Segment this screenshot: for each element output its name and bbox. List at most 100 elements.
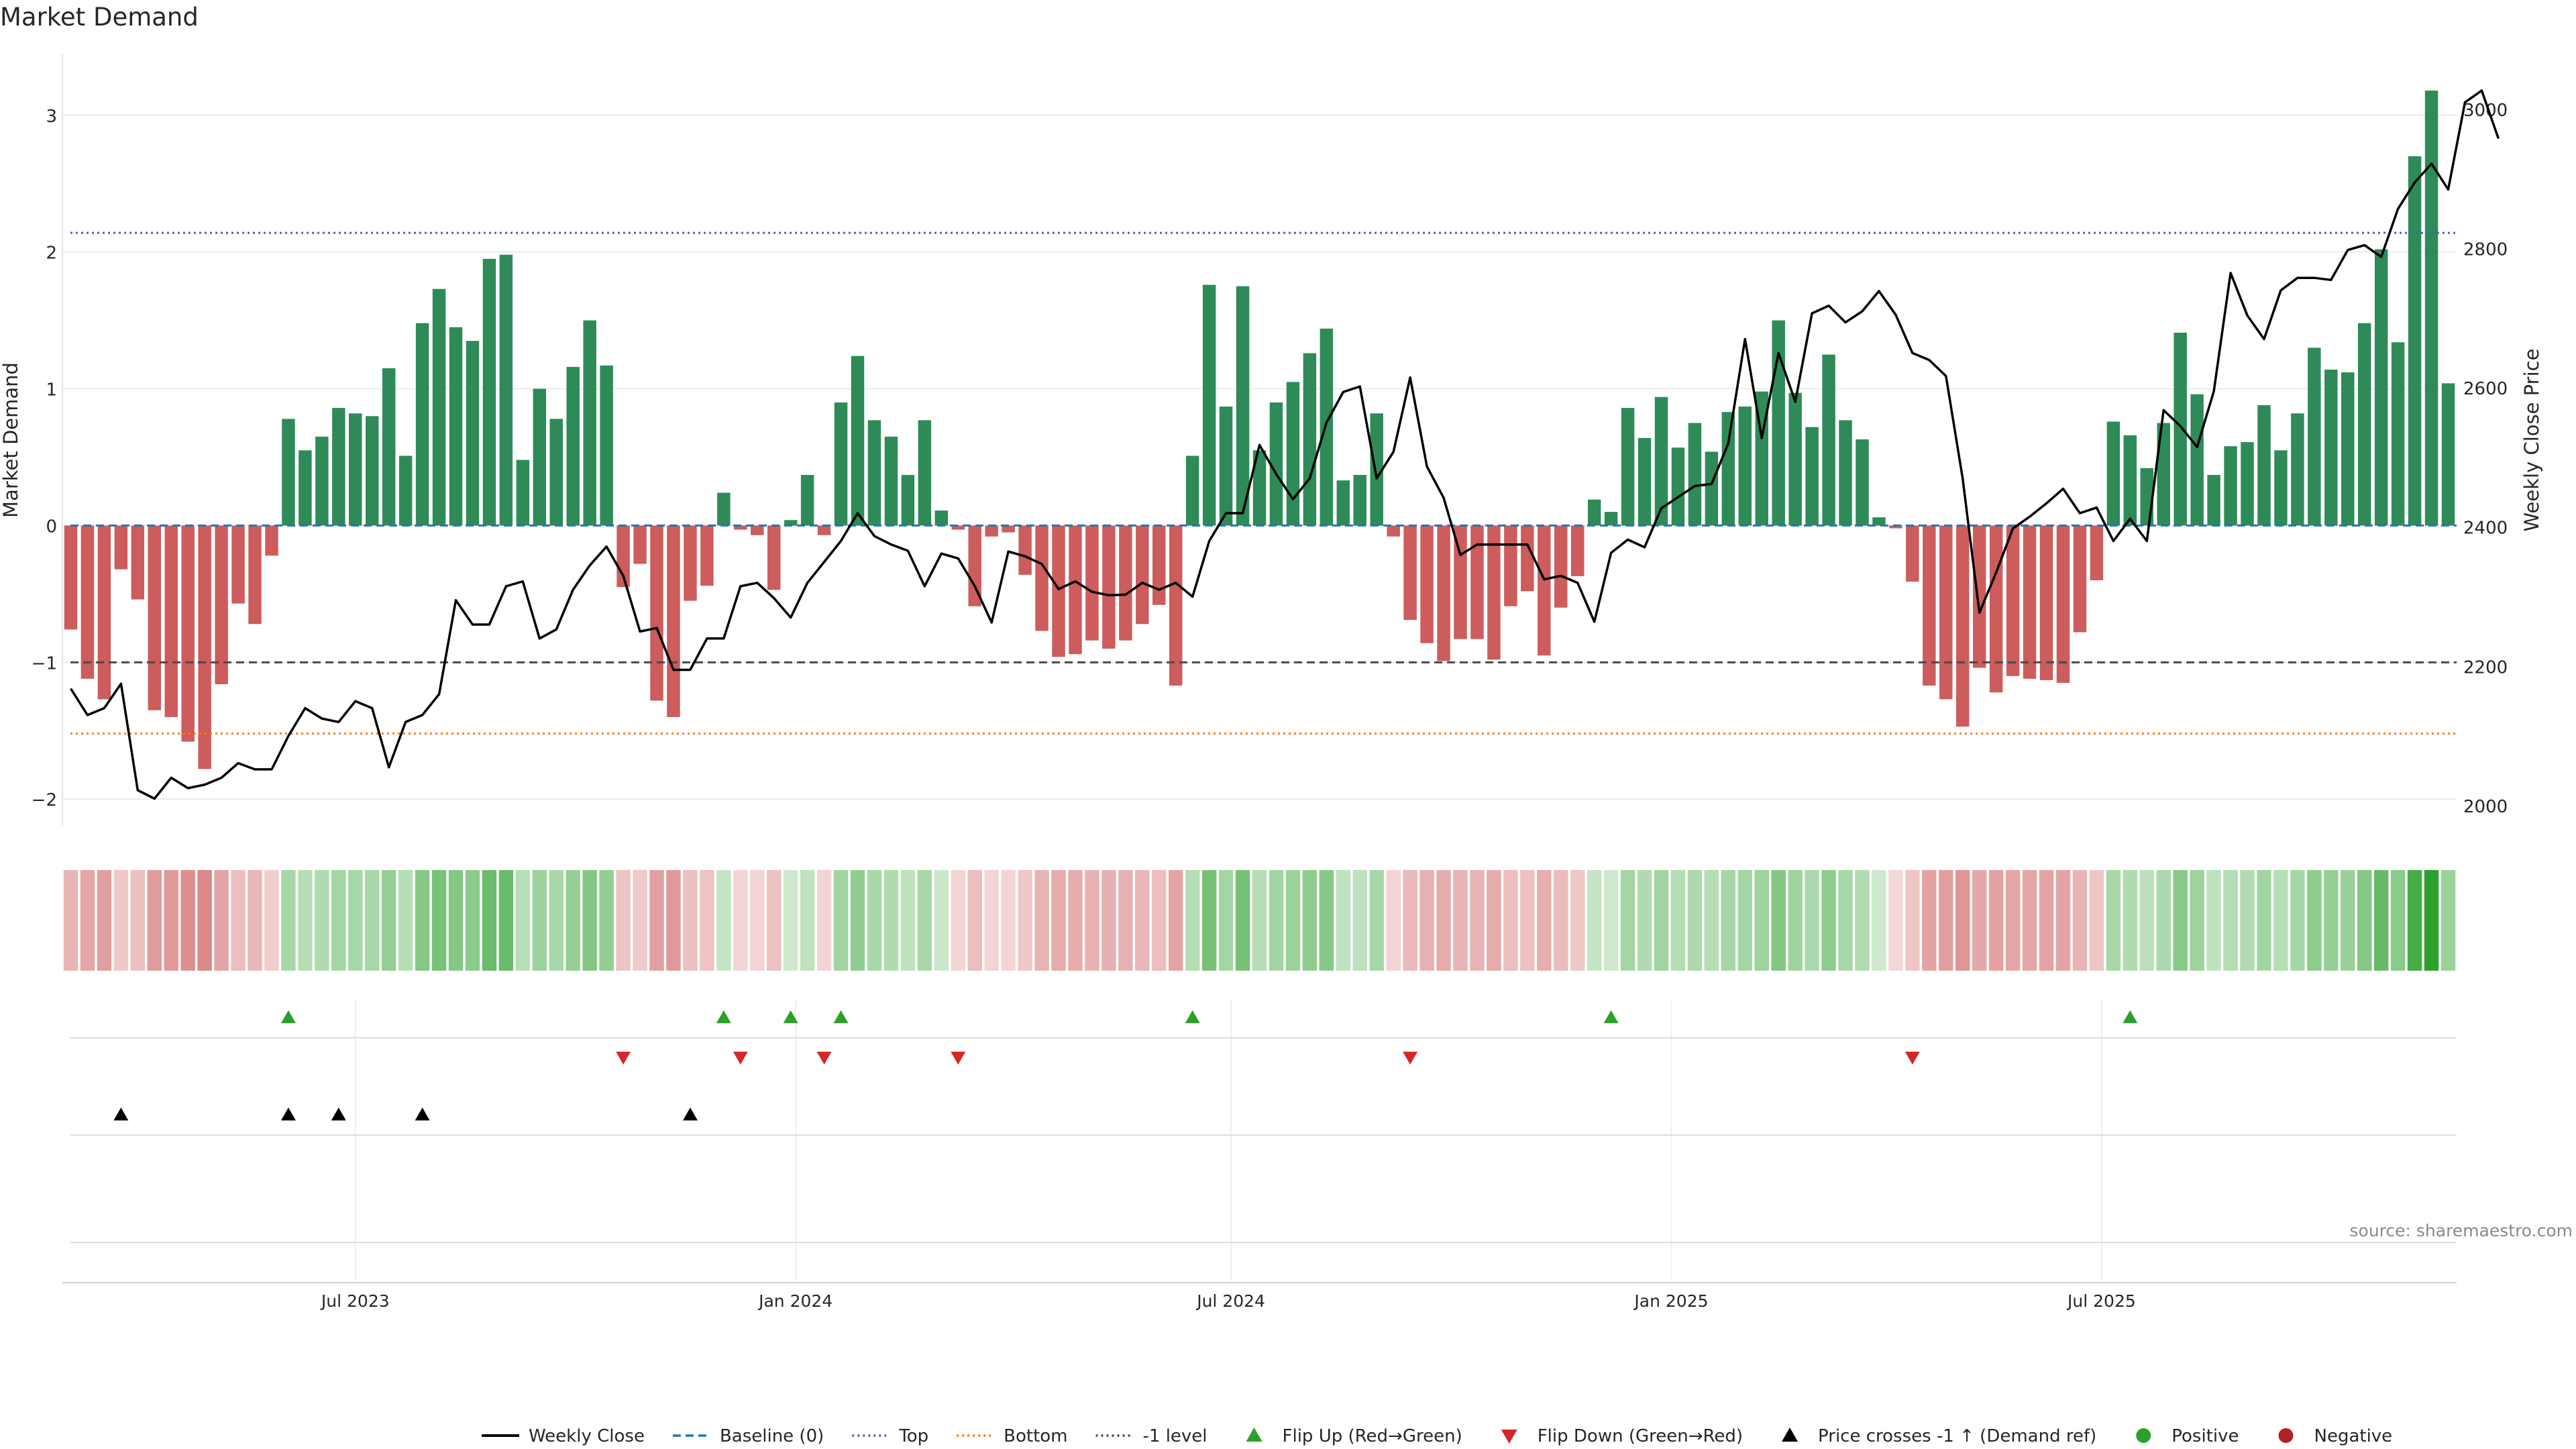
demand-bar-positive xyxy=(1671,447,1685,526)
heat-cell xyxy=(2206,870,2221,971)
price-cross-marker xyxy=(280,1108,296,1121)
heat-cell xyxy=(1085,870,1099,971)
demand-bar-positive xyxy=(1370,413,1383,526)
price-cross-marker xyxy=(113,1108,129,1121)
heat-cell xyxy=(1771,870,1786,971)
demand-bar-positive xyxy=(549,419,563,526)
legend-marker-triangle-up xyxy=(1782,1428,1799,1442)
demand-bar-negative xyxy=(1420,525,1434,643)
heat-cell xyxy=(833,870,849,971)
demand-bar-positive xyxy=(1705,451,1719,526)
demand-bar-positive xyxy=(2274,450,2288,526)
y2-axis-title: Weekly Close Price xyxy=(2520,349,2543,532)
demand-bar-negative xyxy=(1538,525,1551,656)
demand-bar-negative xyxy=(1437,525,1450,661)
demand-bar-positive xyxy=(2106,421,2121,526)
y-tick-label: 2 xyxy=(46,244,57,264)
heat-cell xyxy=(2240,870,2255,971)
heat-cell xyxy=(1034,870,1049,971)
demand-bar-positive xyxy=(901,474,915,526)
demand-bar-positive xyxy=(432,288,446,526)
demand-bar-positive xyxy=(2257,405,2271,526)
heat-cell xyxy=(633,870,647,971)
heat-cell xyxy=(900,870,916,971)
heat-cell xyxy=(1102,870,1116,971)
heat-cell xyxy=(1670,870,1686,971)
flip-up-marker xyxy=(783,1010,798,1024)
heat-cell xyxy=(448,870,464,971)
demand-bar-positive xyxy=(299,450,312,526)
demand-bar-negative xyxy=(1923,525,1936,686)
demand-bar-negative xyxy=(80,525,95,679)
heat-cell xyxy=(1386,870,1401,971)
heat-cell xyxy=(398,870,413,971)
heat-cell xyxy=(1068,870,1083,971)
heat-cell xyxy=(566,870,580,971)
heat-cell xyxy=(130,870,146,971)
demand-bar-negative xyxy=(951,525,965,530)
heat-cell xyxy=(214,870,229,971)
demand-bar-positive xyxy=(2391,342,2405,526)
heat-cell xyxy=(1788,870,1803,971)
demand-bar-positive xyxy=(1872,517,1886,526)
heat-cell xyxy=(1252,870,1267,971)
demand-bar-negative xyxy=(2039,525,2053,680)
heat-cell xyxy=(515,870,531,971)
heat-cell xyxy=(498,870,514,971)
y-tick-label: 1 xyxy=(46,380,57,400)
heat-cell xyxy=(1352,870,1367,971)
heat-cell xyxy=(2407,870,2422,971)
heat-cell xyxy=(1687,870,1703,971)
heat-cell xyxy=(331,870,346,971)
demand-bar-negative xyxy=(114,525,128,570)
demand-bar-negative xyxy=(751,525,764,535)
heat-cell xyxy=(1888,870,1903,971)
demand-bar-positive xyxy=(282,419,295,526)
flip-down-marker xyxy=(616,1051,631,1065)
heat-cell xyxy=(700,870,714,971)
demand-bar-positive xyxy=(1688,423,1702,526)
y-tick-label: 3 xyxy=(46,107,57,127)
demand-bar-positive xyxy=(382,368,396,526)
demand-bar-positive xyxy=(1336,480,1350,526)
demand-bar-negative xyxy=(667,525,680,717)
demand-bar-positive xyxy=(415,323,429,526)
y2-tick-label: 2000 xyxy=(2463,797,2508,817)
demand-bar-negative xyxy=(1989,525,2003,693)
demand-bar-positive xyxy=(349,413,362,526)
heat-cell xyxy=(1939,870,1953,971)
demand-bar-positive xyxy=(1822,354,1835,526)
heat-cell xyxy=(231,870,246,971)
heat-cell xyxy=(1587,870,1602,971)
demand-bar-negative xyxy=(1136,525,1149,625)
weekly-close-line xyxy=(70,89,2500,800)
heat-cell xyxy=(750,870,765,971)
demand-bar-positive xyxy=(1320,328,1334,526)
legend-label: Baseline (0) xyxy=(720,1426,824,1446)
demand-bar-negative xyxy=(985,525,998,537)
heat-cell xyxy=(482,870,497,971)
demand-bar-negative xyxy=(215,525,228,684)
demand-bar-positive xyxy=(717,492,731,526)
demand-bar-positive xyxy=(315,436,329,526)
heat-cell xyxy=(800,870,815,971)
demand-bar-positive xyxy=(1856,439,1869,526)
heat-cell xyxy=(2324,870,2339,971)
demand-bar-negative xyxy=(1018,525,1032,575)
demand-bar-negative xyxy=(2006,525,2020,676)
demand-bar-negative xyxy=(2023,525,2037,679)
heat-cell xyxy=(2055,870,2071,971)
heat-cell xyxy=(1419,870,1434,971)
heat-cell xyxy=(381,870,396,971)
heat-cell xyxy=(2072,870,2088,971)
heat-cell xyxy=(1603,870,1619,971)
heat-cell xyxy=(683,870,698,971)
demand-bar-negative xyxy=(1906,525,1919,582)
demand-bar-positive xyxy=(2424,91,2438,526)
demand-bar-negative xyxy=(1504,525,1517,606)
price-cross-marker xyxy=(682,1108,698,1121)
demand-bar-negative xyxy=(1052,525,1065,657)
heat-cell xyxy=(1838,870,1853,971)
heat-cell xyxy=(1821,870,1836,971)
demand-bar-positive xyxy=(1721,412,1735,526)
